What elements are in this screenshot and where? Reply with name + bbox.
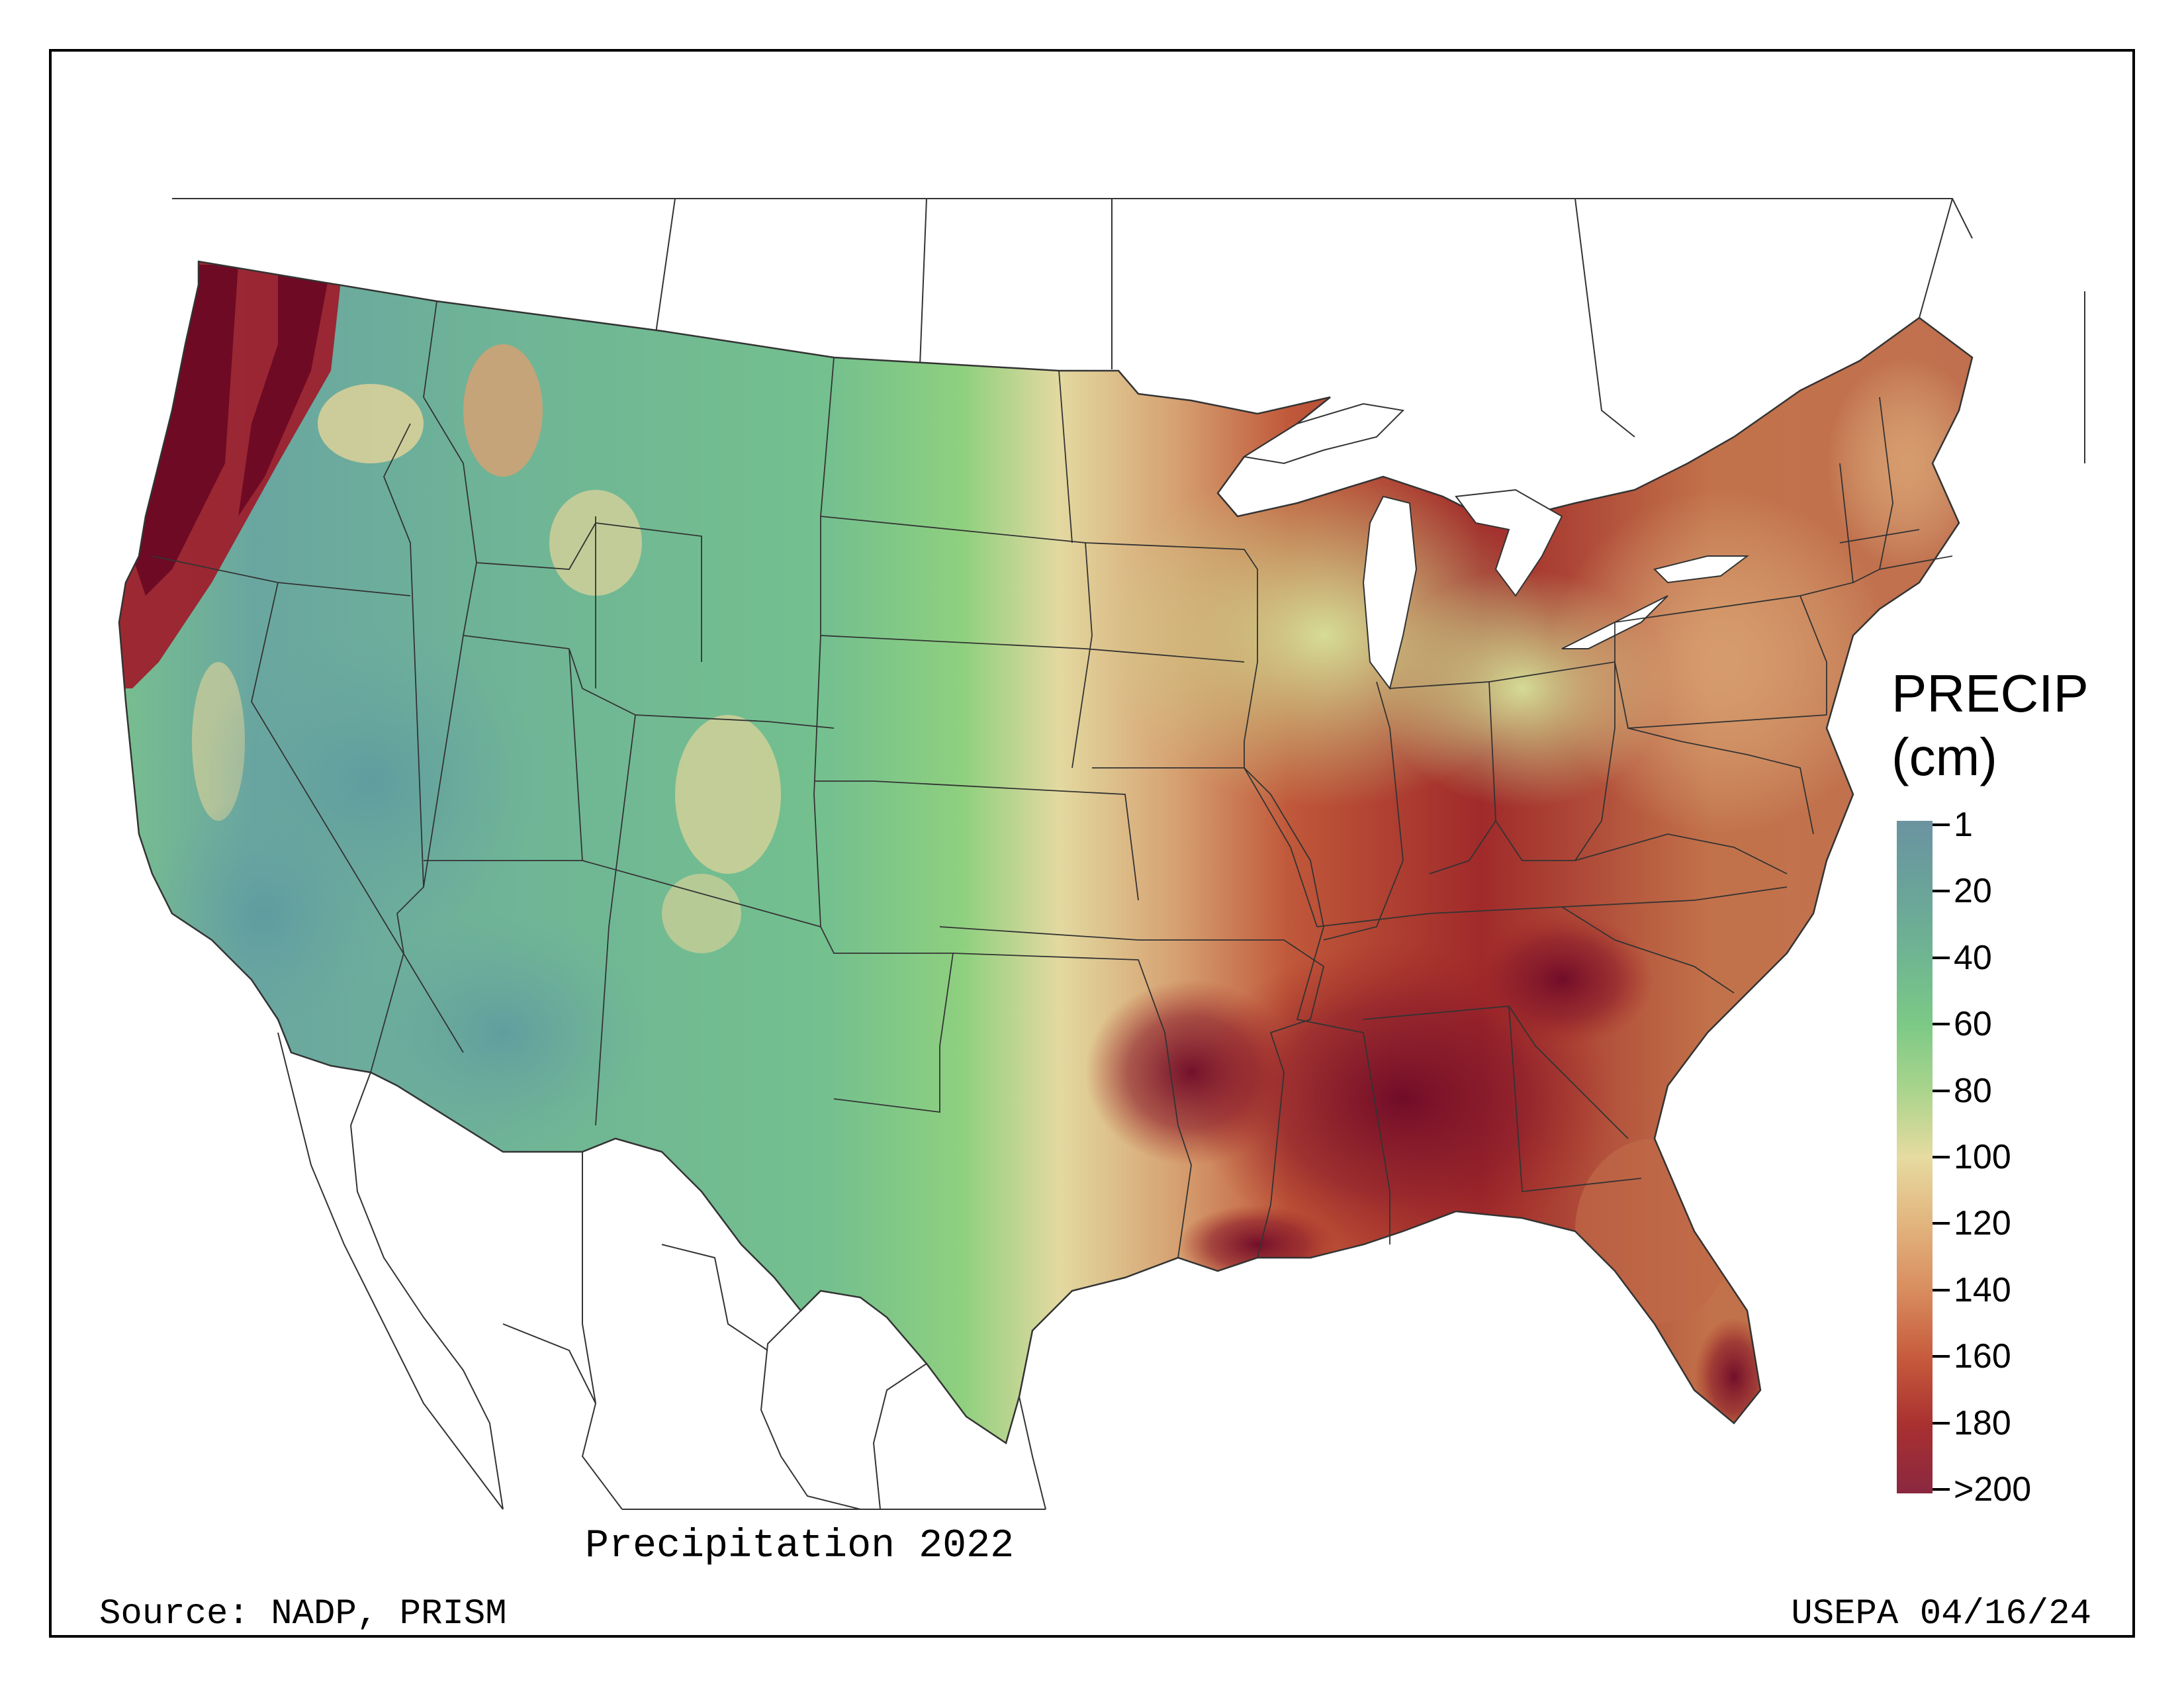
legend-tick-label: 120 [1954,1204,2011,1243]
legend-tick-label: 20 [1954,872,1992,911]
legend-tick [1933,1156,1950,1158]
legend-tick-label: 40 [1954,938,1992,977]
legend-tick-label: 180 [1954,1403,2011,1442]
legend-tick-label: 100 [1954,1138,2011,1176]
legend-tick-label: 60 [1954,1005,1992,1044]
legend-tick [1933,1421,1950,1425]
legend-tick-label: 80 [1954,1071,1992,1110]
legend-title: PRECIP (cm) [1891,662,2089,789]
map-title: Precipitation 2022 [585,1524,1015,1569]
legend-tick [1933,1488,1950,1491]
legend-tick-label: 160 [1954,1337,2011,1376]
us-precip-surface [119,261,1972,1443]
legend-tick [1933,956,1950,959]
legend-tick-label: >200 [1954,1470,2032,1509]
state-boundaries [152,301,1953,1258]
legend-tick [1933,1222,1950,1225]
legend-tick [1933,1023,1950,1026]
credit-caption: USEPA 04/16/24 [1791,1594,2091,1634]
us-outline [118,260,1974,1444]
neighbor-outlines [172,198,2085,1510]
source-caption: Source: NADP, PRISM [99,1594,507,1634]
legend-title-line1: PRECIP [1891,664,2089,723]
legend-tick [1933,1355,1950,1358]
legend-title-line2: (cm) [1891,727,1997,786]
legend-color-bar [1897,821,1933,1493]
legend-tick [1933,890,1950,893]
legend-tick [1933,823,1950,826]
legend-tick-label: 140 [1954,1270,2011,1309]
legend-tick-label: 1 [1954,806,1973,844]
legend-tick [1933,1288,1950,1291]
legend-tick [1933,1089,1950,1092]
great-lakes [1242,402,1749,690]
